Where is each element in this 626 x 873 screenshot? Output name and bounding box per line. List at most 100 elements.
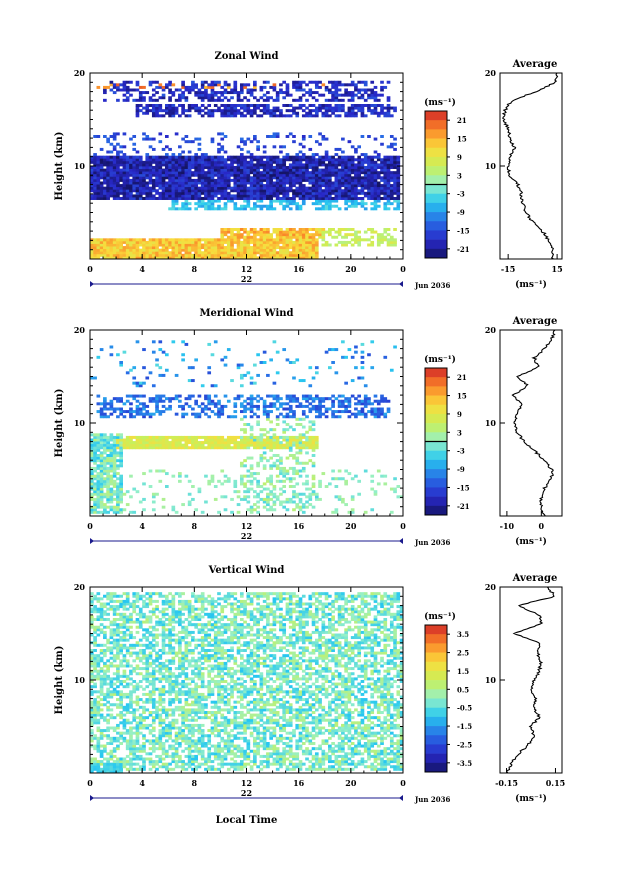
heatmap-cell: [200, 171, 205, 175]
average-x-tick-label: 0: [539, 521, 545, 531]
heatmap-cell: [164, 407, 169, 411]
heatmap-cell: [116, 508, 120, 512]
heatmap-cell: [363, 202, 368, 206]
heatmap-cell: [321, 184, 326, 188]
heatmap-cell: [249, 443, 254, 447]
heatmap-cell: [103, 160, 107, 164]
heatmap-cell: [393, 487, 397, 491]
heatmap-cell: [184, 246, 189, 250]
heatmap-cell: [230, 235, 234, 239]
heatmap-cell: [187, 189, 192, 193]
heatmap-cell: [279, 88, 283, 92]
heatmap-cell: [239, 248, 244, 252]
heatmap-cell: [259, 173, 264, 177]
heatmap-cell: [344, 479, 348, 483]
heatmap-cell: [168, 88, 172, 92]
heatmap-cell: [181, 438, 185, 442]
heatmap-cell: [279, 235, 283, 239]
heatmap-cell: [383, 168, 388, 172]
heatmap-cell: [246, 137, 251, 141]
x-tick-label: 0: [400, 521, 406, 531]
heatmap-cell: [109, 500, 114, 504]
heatmap-cell: [350, 202, 355, 206]
heatmap-cell: [363, 404, 368, 408]
heatmap-cell: [275, 256, 280, 260]
heatmap-cell: [272, 438, 277, 442]
heatmap-cell: [311, 435, 316, 439]
heatmap-cell: [148, 248, 153, 252]
heatmap-cell: [210, 204, 215, 208]
heatmap-cell: [112, 485, 117, 488]
heatmap-cell: [119, 497, 123, 501]
heatmap-cell: [337, 178, 342, 182]
heatmap-cell: [272, 85, 277, 89]
heatmap-cell: [288, 404, 293, 408]
heatmap-cell: [275, 466, 280, 470]
heatmap-cell: [314, 158, 319, 162]
heatmap-cell: [197, 238, 202, 242]
heatmap-cell: [295, 446, 300, 450]
heatmap-cell: [233, 207, 238, 211]
heatmap-cell: [93, 158, 97, 162]
heatmap-cell: [93, 197, 97, 200]
heatmap-cell: [109, 469, 114, 473]
heatmap-cell: [171, 251, 176, 255]
heatmap-cell: [142, 381, 146, 385]
heatmap-cell: [292, 80, 296, 84]
heatmap-cell: [389, 171, 394, 175]
heatmap-cell: [386, 109, 391, 113]
heatmap-cell: [308, 238, 313, 242]
heatmap-cell: [230, 497, 234, 501]
heatmap-cell: [155, 438, 159, 442]
date-line-left-marker: [90, 538, 94, 544]
heatmap-cell: [217, 168, 221, 172]
heatmap-cell: [142, 186, 146, 190]
heatmap-cell: [341, 150, 345, 154]
heatmap-cell: [334, 85, 339, 89]
average-x-axis-label: (ms⁻¹): [515, 536, 547, 547]
heatmap-cell: [272, 246, 277, 250]
heatmap-cell: [233, 158, 238, 162]
heatmap-cell: [191, 253, 195, 257]
heatmap-cell: [275, 497, 280, 501]
heatmap-cell: [204, 253, 208, 257]
heatmap-cell: [145, 106, 150, 110]
heatmap-cell: [262, 246, 267, 250]
colorbar-tick-label: -9: [457, 465, 465, 474]
heatmap-cell: [236, 191, 241, 195]
heatmap-cell: [279, 168, 283, 172]
heatmap-cell: [246, 98, 251, 102]
heatmap-cell: [217, 91, 221, 95]
heatmap-cell: [236, 98, 241, 102]
heatmap-cell: [223, 238, 228, 242]
heatmap-cell: [129, 240, 133, 244]
heatmap-cell: [135, 410, 140, 414]
heatmap-cell: [129, 407, 133, 411]
heatmap-cell: [90, 441, 94, 445]
heatmap-cell: [184, 184, 189, 188]
heatmap-cell: [122, 171, 127, 175]
heatmap-cell: [158, 155, 163, 159]
heatmap-cell: [357, 106, 362, 110]
heatmap-cell: [285, 240, 290, 244]
heatmap-cell: [295, 111, 300, 115]
heatmap-cell: [393, 186, 397, 190]
heatmap-cell: [142, 189, 146, 193]
heatmap-cell: [295, 443, 300, 447]
heatmap-cell: [243, 171, 247, 175]
heatmap-cell: [158, 83, 163, 87]
heatmap-cell: [207, 248, 212, 252]
heatmap-cell: [142, 197, 146, 200]
heatmap-cell: [119, 477, 123, 481]
heatmap-cell: [331, 168, 335, 172]
heatmap-cell: [357, 104, 362, 107]
heatmap-cell: [174, 199, 179, 203]
heatmap-cell: [279, 109, 283, 113]
heatmap-cell: [168, 106, 172, 110]
heatmap-cell: [233, 181, 238, 185]
heatmap-cell: [145, 412, 150, 416]
heatmap-cell: [129, 368, 133, 372]
heatmap-cell: [373, 410, 378, 414]
heatmap-cell: [318, 485, 322, 488]
heatmap-cell: [138, 394, 143, 398]
